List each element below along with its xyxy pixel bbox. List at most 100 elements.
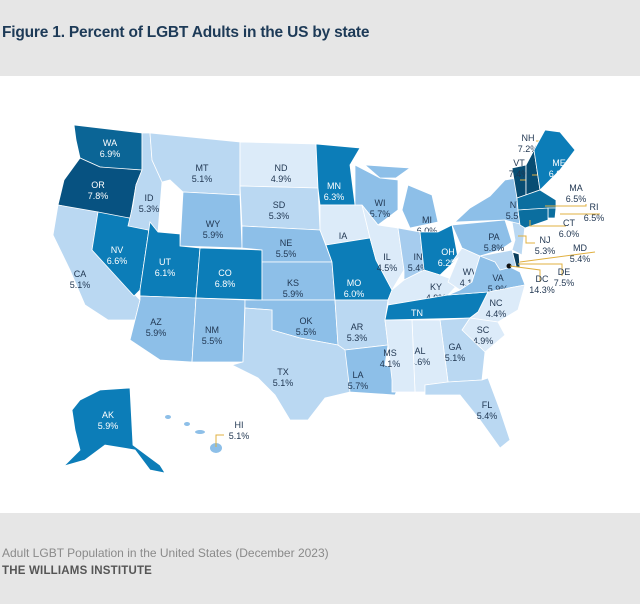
state-code-label: CO bbox=[218, 268, 232, 278]
state-value-label: 5.9% bbox=[283, 289, 304, 299]
state-code-label: OK bbox=[299, 316, 312, 326]
state-value-label: 5.4% bbox=[477, 411, 498, 421]
state-code-label: AR bbox=[351, 322, 364, 332]
state-code-label: AZ bbox=[150, 317, 162, 327]
state-code-label: SD bbox=[273, 200, 286, 210]
state-code-label: UT bbox=[159, 257, 171, 267]
state-code-label: IN bbox=[414, 252, 423, 262]
state-value-label: 5.8% bbox=[484, 243, 505, 253]
state-value-label: 6.5% bbox=[566, 194, 587, 204]
state-code-label: PA bbox=[488, 232, 499, 242]
state-fl bbox=[424, 377, 511, 449]
state-code-label: WY bbox=[206, 219, 221, 229]
state-code-label: LA bbox=[352, 370, 363, 380]
state-value-label: 5.4% bbox=[570, 254, 591, 264]
state-value-label: 5.5% bbox=[276, 249, 297, 259]
state-value-label: 4.1% bbox=[380, 359, 401, 369]
state-code-label: NJ bbox=[540, 235, 551, 245]
state-value-label: 6.6% bbox=[107, 256, 128, 266]
state-code-label: ME bbox=[552, 158, 566, 168]
state-value-label: 5.3% bbox=[535, 246, 556, 256]
state-hi-island bbox=[165, 415, 171, 419]
leader-line-de bbox=[518, 263, 563, 276]
state-value-label: 5.3% bbox=[139, 204, 160, 214]
state-code-label: GA bbox=[448, 342, 461, 352]
state-value-label: 6.0% bbox=[344, 289, 365, 299]
state-value-label: 5.9% bbox=[488, 284, 509, 294]
state-value-label: 5.9% bbox=[203, 230, 224, 240]
state-value-label: 4.6% bbox=[410, 357, 431, 367]
state-mi-upper bbox=[363, 164, 412, 179]
state-value-label: 4.4% bbox=[486, 309, 507, 319]
state-value-label: 5.5% bbox=[506, 211, 527, 221]
state-value-label: 5.1% bbox=[229, 431, 250, 441]
state-code-label: TN bbox=[411, 308, 423, 318]
state-code-label: KS bbox=[287, 278, 299, 288]
state-value-label: 6.5% bbox=[584, 213, 605, 223]
state-code-label: CT bbox=[563, 218, 575, 228]
state-code-label: MD bbox=[573, 243, 587, 253]
state-value-label: 7.8% bbox=[88, 191, 109, 201]
state-code-label: AK bbox=[102, 410, 114, 420]
state-mi bbox=[401, 184, 439, 229]
state-code-label: HI bbox=[235, 420, 244, 430]
state-code-label: MO bbox=[347, 278, 362, 288]
state-value-label: 5.1% bbox=[70, 280, 91, 290]
state-value-label: 14.3% bbox=[529, 285, 555, 295]
state-code-label: IL bbox=[383, 252, 391, 262]
leader-line-ma bbox=[545, 204, 587, 207]
state-code-label: MI bbox=[422, 215, 432, 225]
state-value-label: 5.4% bbox=[408, 263, 429, 273]
state-code-label: AL bbox=[414, 346, 425, 356]
state-value-label: 5.5% bbox=[296, 327, 317, 337]
state-value-label: 5.3% bbox=[347, 333, 368, 343]
state-code-label: OR bbox=[91, 180, 105, 190]
state-value-label: 5.1% bbox=[273, 378, 294, 388]
leader-line-dc bbox=[509, 265, 541, 282]
state-code-label: NH bbox=[522, 133, 535, 143]
state-code-label: DE bbox=[558, 267, 571, 277]
state-value-label: 5.3% bbox=[269, 211, 290, 221]
state-value-label: 5.7% bbox=[370, 209, 391, 219]
state-ms bbox=[384, 319, 416, 393]
state-code-label: NC bbox=[490, 298, 503, 308]
leader-line-ct bbox=[529, 220, 566, 227]
state-value-label: 5.1% bbox=[445, 353, 466, 363]
state-value-label: 6.0% bbox=[417, 226, 438, 236]
state-code-label: NY bbox=[510, 200, 523, 210]
state-value-label: 6.0% bbox=[559, 229, 580, 239]
state-code-label: WV bbox=[463, 267, 478, 277]
state-ri bbox=[547, 207, 557, 219]
state-dc-marker bbox=[506, 263, 512, 269]
state-code-label: MN bbox=[327, 181, 341, 191]
state-value-label: 7.5% bbox=[554, 278, 575, 288]
state-code-label: KY bbox=[430, 282, 442, 292]
state-tx bbox=[230, 307, 351, 421]
source-caption: Adult LGBT Population in the United Stat… bbox=[2, 546, 329, 560]
state-value-label: 4.9% bbox=[271, 174, 292, 184]
state-hi-island bbox=[195, 430, 205, 434]
state-value-label: 6.8% bbox=[549, 169, 570, 179]
state-value-label: 7.2% bbox=[518, 144, 539, 154]
state-ak bbox=[62, 387, 166, 474]
state-value-label: 5.9% bbox=[146, 328, 167, 338]
leader-line-md bbox=[519, 251, 596, 263]
organization-name: THE WILLIAMS INSTITUTE bbox=[2, 565, 153, 577]
state-code-label: ID bbox=[145, 193, 155, 203]
state-value-label: 5.5% bbox=[202, 336, 223, 346]
state-code-label: RI bbox=[590, 202, 599, 212]
leader-line-hi bbox=[215, 434, 224, 447]
state-code-label: MS bbox=[383, 348, 397, 358]
state-code-label: CA bbox=[74, 269, 87, 279]
state-code-label: DC bbox=[536, 274, 549, 284]
state-code-label: VA bbox=[492, 273, 503, 283]
state-value-label: 6.2% bbox=[438, 258, 459, 268]
state-code-label: OH bbox=[441, 247, 455, 257]
state-code-label: TX bbox=[277, 367, 289, 377]
state-code-label: MT bbox=[196, 163, 209, 173]
state-code-label: SC bbox=[477, 325, 490, 335]
state-value-label: 6.8% bbox=[215, 279, 236, 289]
state-value-label: 6.3% bbox=[324, 192, 345, 202]
state-value-label: 5.9% bbox=[98, 421, 119, 431]
